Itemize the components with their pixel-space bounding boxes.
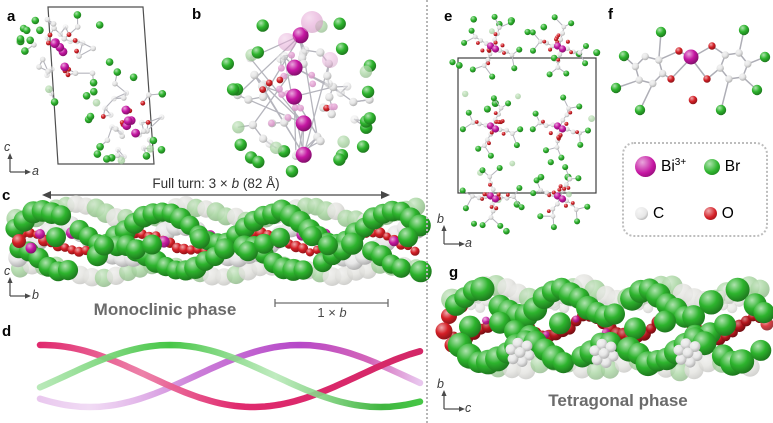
panel-e-structure — [449, 13, 601, 235]
axis-indicators — [7, 153, 465, 412]
panel-f-label: f — [608, 6, 613, 23]
panel-e-axis-b-label: b — [437, 212, 444, 226]
full-turn-b-italic: b — [231, 176, 240, 191]
full-turn-arrow — [42, 191, 390, 199]
scalebar-b-italic: b — [339, 305, 347, 320]
panel-a-axis-c-label: c — [4, 140, 11, 154]
bismuth-sphere-icon — [635, 156, 656, 177]
panel-b-label: b — [192, 6, 202, 23]
legend-item-label: Bi3+ — [661, 157, 687, 176]
panel-g-label: g — [449, 264, 459, 281]
monoclinic-phase-caption: Monoclinic phase — [93, 300, 237, 319]
legend-item-label: C — [653, 205, 665, 223]
full-turn-suffix: (82 Å) — [239, 176, 280, 191]
panel-e-label: e — [444, 8, 453, 25]
section-divider — [426, 0, 428, 423]
oxygen-sphere-icon — [703, 207, 717, 221]
panel-g-axis-b-label: b — [437, 377, 444, 391]
full-turn-annotation: Full turn: 3 × b (82 Å) — [116, 176, 316, 192]
legend-item-bismuth: Bi3+ — [635, 156, 704, 177]
scalebar-text: 1 × — [317, 305, 340, 320]
panel-e-axis-a-label: a — [465, 236, 472, 250]
legend-item-bromine: Br — [703, 156, 760, 177]
legend-item-oxygen: O — [703, 205, 760, 223]
panel-d-label: d — [2, 323, 12, 340]
panel-c-axis-b-label: b — [32, 288, 39, 302]
legend-item-label: O — [721, 205, 734, 223]
panel-f-molecule — [610, 24, 771, 116]
panel-g-chain — [435, 274, 773, 382]
carbon-sphere-icon — [635, 207, 648, 221]
legend-item-carbon: C — [635, 205, 704, 222]
panel-a-axis-a-label: a — [32, 164, 39, 178]
panel-c-axis-c-label: c — [4, 264, 11, 278]
atom-legend: Bi3+ Br C O — [622, 142, 768, 237]
panel-c-chain — [5, 195, 432, 288]
full-turn-text: Full turn: 3 × — [152, 176, 232, 191]
scalebar — [274, 299, 389, 307]
legend-item-label: Br — [724, 158, 741, 176]
panel-a-label: a — [7, 8, 16, 25]
panel-a-structure — [15, 6, 167, 165]
tetragonal-phase-caption: Tetragonal phase — [548, 391, 688, 410]
panel-g-axis-c-label: c — [465, 401, 472, 415]
bromine-sphere-icon — [703, 158, 720, 175]
panel-c-label: c — [2, 187, 11, 204]
panel-b-structure — [221, 11, 377, 178]
panel-d-strands — [36, 341, 424, 411]
scalebar-annotation: 1 × b — [293, 305, 371, 320]
